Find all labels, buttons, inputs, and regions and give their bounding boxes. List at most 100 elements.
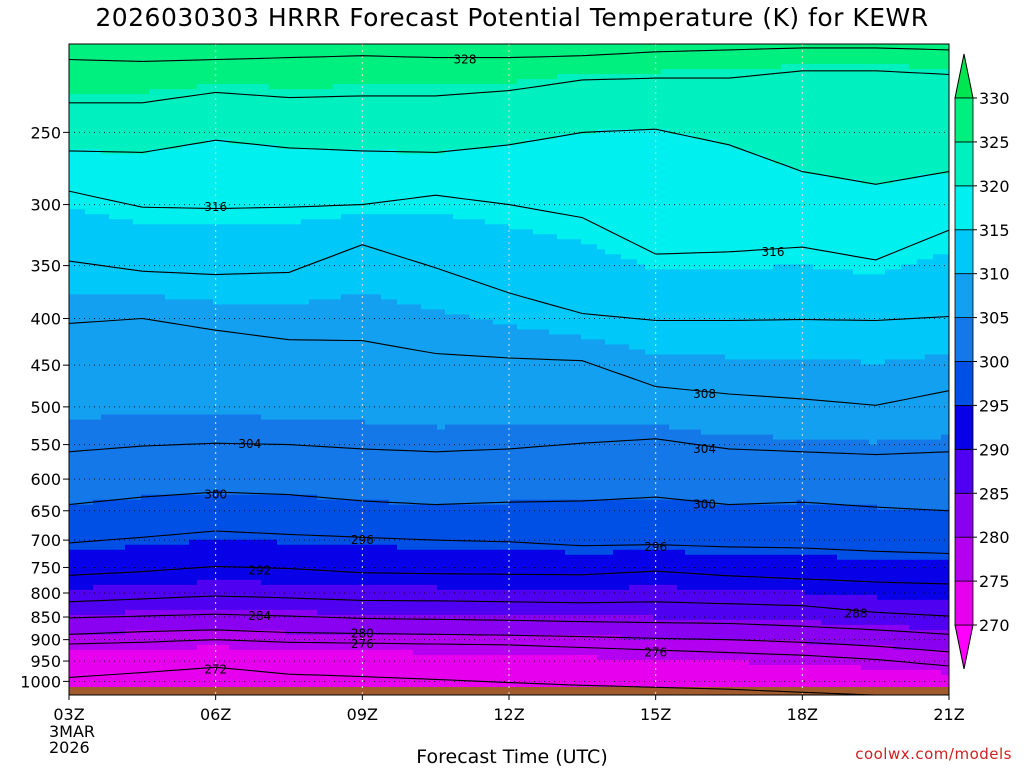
fill-cell xyxy=(141,509,150,516)
fill-cell xyxy=(317,369,326,376)
fill-cell xyxy=(229,414,238,421)
fill-cell xyxy=(293,554,302,561)
fill-cell xyxy=(253,629,262,636)
fill-cell xyxy=(261,294,270,300)
fill-cell xyxy=(213,544,222,551)
fill-cell xyxy=(261,174,270,180)
fill-cell xyxy=(349,264,358,270)
fill-cell xyxy=(141,404,150,411)
fill-cell xyxy=(77,394,86,401)
fill-cell xyxy=(333,609,342,616)
fill-cell xyxy=(269,344,278,351)
fill-cell xyxy=(365,314,374,321)
fill-cell xyxy=(317,504,326,511)
fill-cell xyxy=(213,174,222,180)
fill-cell xyxy=(261,229,270,235)
fill-cell xyxy=(93,269,102,275)
fill-cell xyxy=(309,259,318,265)
fill-cell xyxy=(301,604,310,611)
fill-cell xyxy=(317,259,326,265)
fill-cell xyxy=(77,384,86,391)
fill-cell xyxy=(69,654,78,661)
fill-cell xyxy=(141,349,150,356)
fill-cell xyxy=(229,384,238,391)
fill-cell xyxy=(237,224,246,230)
fill-cell xyxy=(77,359,86,366)
fill-cell xyxy=(77,594,86,601)
fill-cell xyxy=(365,324,374,331)
fill-cell xyxy=(85,134,94,140)
fill-cell xyxy=(69,319,78,326)
fill-cell xyxy=(317,124,326,130)
fill-cell xyxy=(173,464,182,471)
fill-cell xyxy=(141,254,150,260)
fill-cell xyxy=(213,309,222,316)
fill-cell xyxy=(189,284,198,290)
fill-cell xyxy=(317,229,326,235)
fill-cell xyxy=(173,564,182,571)
fill-cell xyxy=(341,389,350,396)
fill-cell xyxy=(269,254,278,260)
fill-cell xyxy=(189,219,198,225)
fill-cell xyxy=(277,49,286,55)
fill-cell xyxy=(365,174,374,180)
fill-cell xyxy=(165,84,174,90)
fill-cell xyxy=(317,184,326,190)
fill-cell xyxy=(317,619,326,626)
fill-cell xyxy=(149,224,158,230)
fill-cell xyxy=(349,239,358,245)
fill-cell xyxy=(253,159,262,165)
fill-cell xyxy=(333,579,342,586)
fill-cell xyxy=(333,229,342,235)
fill-cell xyxy=(245,574,254,581)
fill-cell xyxy=(293,589,302,596)
fill-cell xyxy=(157,434,166,441)
fill-cell xyxy=(221,309,230,316)
fill-cell xyxy=(77,159,86,165)
fill-cell xyxy=(197,369,206,376)
fill-cell xyxy=(157,124,166,130)
fill-cell xyxy=(125,104,134,110)
fill-cell xyxy=(101,224,110,230)
fill-cell xyxy=(285,344,294,351)
fill-cell xyxy=(149,274,158,280)
fill-cell xyxy=(253,424,262,431)
fill-cell xyxy=(333,479,342,486)
fill-cell xyxy=(285,674,294,681)
fill-cell xyxy=(229,484,238,491)
fill-cell xyxy=(101,679,110,686)
fill-cell xyxy=(253,609,262,616)
fill-cell xyxy=(181,424,190,431)
fill-cell xyxy=(205,474,214,481)
fill-cell xyxy=(69,589,78,596)
fill-cell xyxy=(133,384,142,391)
fill-cell xyxy=(269,84,278,90)
fill-cell xyxy=(149,629,158,636)
fill-cell xyxy=(189,429,198,436)
fill-cell xyxy=(125,144,134,150)
fill-cell xyxy=(141,134,150,140)
fill-cell xyxy=(213,134,222,140)
fill-cell xyxy=(333,314,342,321)
fill-cell xyxy=(341,379,350,386)
fill-cell xyxy=(141,124,150,130)
fill-cell xyxy=(333,304,342,311)
fill-cell xyxy=(85,414,94,421)
fill-cell xyxy=(237,519,246,526)
fill-cell xyxy=(213,239,222,245)
fill-cell xyxy=(77,219,86,225)
fill-cell xyxy=(317,79,326,85)
fill-cell xyxy=(69,659,78,666)
fill-cell xyxy=(197,674,206,681)
fill-cell xyxy=(269,169,278,175)
fill-cell xyxy=(317,309,326,316)
fill-cell xyxy=(365,429,374,436)
fill-cell xyxy=(253,319,262,326)
fill-cell xyxy=(213,394,222,401)
fill-cell xyxy=(237,659,246,666)
fill-cell xyxy=(157,74,166,80)
fill-cell xyxy=(85,549,94,556)
fill-cell xyxy=(301,529,310,536)
fill-cell xyxy=(301,84,310,90)
fill-cell xyxy=(325,599,334,606)
